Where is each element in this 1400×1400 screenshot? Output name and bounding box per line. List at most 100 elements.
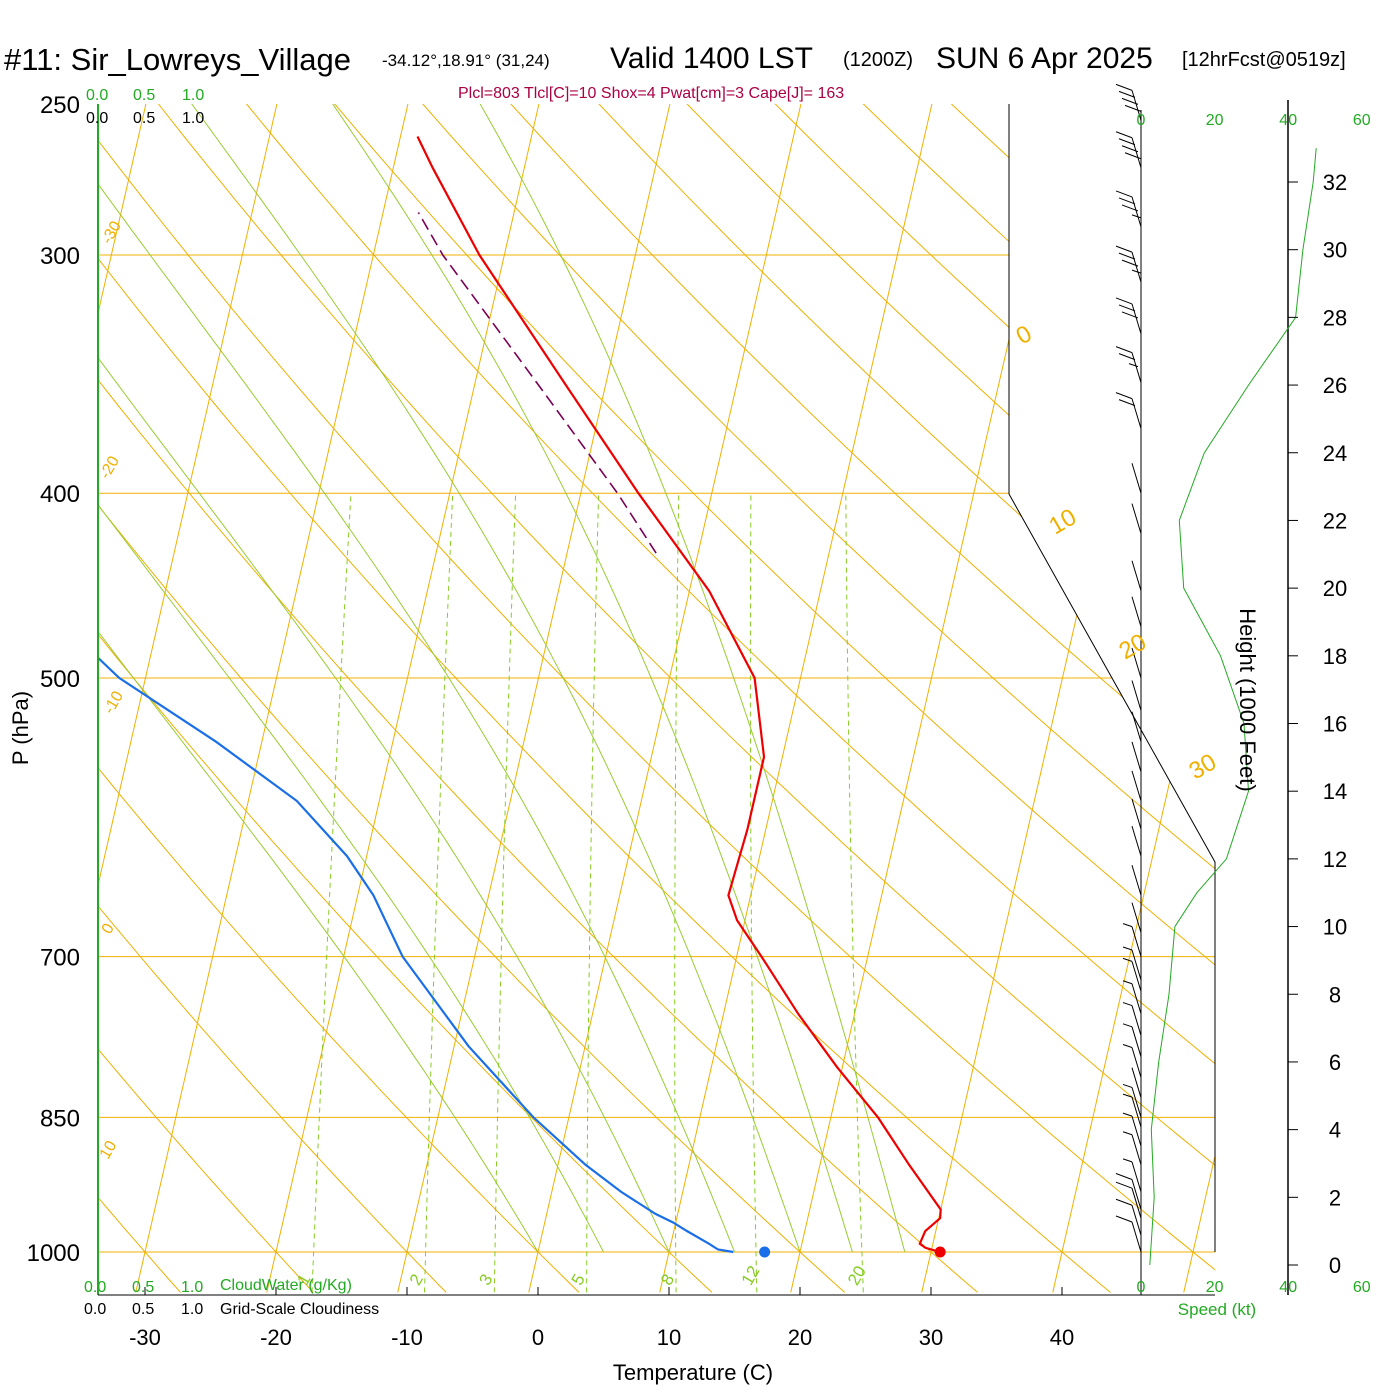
sounding-series	[98, 135, 946, 1258]
wind-barb-flag	[1118, 353, 1136, 361]
x-tick-label: 0	[532, 1325, 544, 1350]
wind-barb-staff	[1131, 398, 1142, 429]
wind-barb-flag	[1118, 90, 1136, 98]
dry-adiabat	[98, 104, 447, 1293]
moist-adiabat	[98, 104, 604, 1253]
axis-ticks: 1 2 3 5 8 12 20-30 -20 -10 0 10 20 30 401000850700500…	[27, 92, 1371, 1350]
isotherm-line	[0, 0, 57, 1292]
wind-barb-staff	[1131, 926, 1142, 957]
isotherm-line	[266, 104, 582, 1293]
wind-barb-flag	[1115, 131, 1133, 139]
isotherm-line	[790, 104, 1106, 1293]
speed-tick-label-top: 40	[1279, 112, 1297, 129]
mixing-ratio-line	[586, 493, 600, 1293]
moist-adiabat	[308, 104, 853, 1253]
height-tick-label: 12	[1323, 847, 1347, 872]
dry-adiabat	[98, 104, 314, 1293]
wind-barb-half	[1122, 1131, 1133, 1136]
cloudiness-scale-bottom: 0.0 0.5 1.0 Grid-Scale Cloudiness	[84, 1301, 379, 1318]
wind-barb-half	[1122, 1093, 1133, 1098]
height-tick-label: 24	[1323, 441, 1347, 466]
height-tick-label: 8	[1329, 982, 1341, 1007]
wind-barb-staff	[1131, 711, 1142, 742]
dewpoint-line	[98, 135, 734, 1254]
wind-barb-half	[1131, 214, 1142, 219]
wind-barb-staff	[1131, 1179, 1142, 1210]
surface-dewpoint-point	[759, 1246, 771, 1258]
x-axis-title: Temperature (C)	[613, 1360, 773, 1385]
mixing-ratio-line	[845, 493, 864, 1293]
wind-barb-half	[1122, 946, 1133, 951]
moist-adiabat	[98, 104, 670, 1253]
isotherm-label: -30	[99, 218, 125, 247]
wind-barb-half	[1128, 363, 1139, 368]
wind-barb-flag	[1115, 245, 1133, 253]
wind-barb-staff	[1131, 961, 1142, 992]
pressure-tick-label: 1000	[27, 1240, 80, 1267]
right-frame-line	[1008, 104, 1216, 1252]
wind-barb-staff	[1131, 137, 1142, 168]
wind-barb-flag	[1121, 145, 1139, 153]
moist-adiabat	[460, 104, 906, 1253]
scale-label: 1.0	[181, 1279, 203, 1296]
speed-tick-label-top: 60	[1353, 112, 1371, 129]
x-tick-label: 30	[919, 1325, 943, 1350]
x-tick-label: 10	[657, 1325, 681, 1350]
mixing-ratio-line	[674, 493, 680, 1293]
height-tick-label: 30	[1323, 238, 1347, 263]
scale-label: 1.0	[182, 110, 204, 127]
wind-barb-flag	[1124, 152, 1142, 160]
mixing-ratio-label: 8	[657, 1271, 678, 1289]
parcel-line	[417, 212, 657, 554]
wind-barb-flag	[1121, 97, 1139, 105]
isotherm-line	[1183, 104, 1215, 1293]
dry-adiabat	[828, 104, 1215, 1293]
dry-adiabat	[98, 104, 846, 1293]
wind-barb-staff	[1131, 1005, 1142, 1036]
wind-barb-staff	[1131, 251, 1142, 283]
wind-barb-staff	[1131, 196, 1142, 228]
mixing-ratio-label: 3	[475, 1271, 496, 1289]
wind-barb-staff	[1131, 1205, 1142, 1236]
moist-adiabat	[166, 104, 801, 1253]
mixing-ratio-label: 2	[406, 1271, 427, 1289]
isotherm-line	[528, 104, 844, 1293]
height-axis-title: Height (1000 Feet)	[1235, 608, 1260, 791]
wind-barb-half	[1122, 923, 1133, 928]
wind-barb-staff	[1131, 1047, 1142, 1078]
mixing-ratio-line	[749, 493, 758, 1293]
isotherm-line	[135, 104, 451, 1293]
dry-adiabat	[98, 104, 580, 1293]
wind-barb-staff	[1131, 983, 1142, 1014]
moist-adiabat	[98, 104, 735, 1253]
wind-barb-staff	[1131, 680, 1142, 711]
scale-label: 1.0	[182, 87, 204, 104]
mixing-ratio-label: 12	[738, 1263, 764, 1289]
scale-label: 0.5	[133, 87, 155, 104]
height-tick-label: 4	[1329, 1118, 1341, 1143]
mixing-ratio-label: 20	[844, 1263, 870, 1289]
isotherm-label: -20	[97, 453, 123, 482]
wind-barbs	[1115, 83, 1142, 1253]
height-tick-label: 22	[1323, 508, 1347, 533]
wind-barb-staff	[1131, 352, 1142, 383]
wind-barb-flag	[1115, 190, 1133, 198]
dry-adiabat	[305, 104, 1215, 1293]
y-axis-title: P (hPa)	[8, 691, 33, 765]
scale-label: 0.5	[132, 1279, 154, 1296]
x-tick-label: -20	[260, 1325, 292, 1350]
x-tick-label: 40	[1050, 1325, 1074, 1350]
dry-adiabat	[98, 104, 1111, 1293]
wind-barb-staff	[1131, 1096, 1142, 1128]
wind-barb-staff	[1131, 949, 1142, 981]
dry-adiabat	[567, 104, 1215, 1293]
station-coords: -34.12°,18.91° (31,24)	[382, 51, 550, 70]
wind-barb-flag	[1124, 104, 1142, 112]
dry-adiabat	[131, 104, 1215, 1293]
wind-barb-staff	[1131, 865, 1142, 896]
wind-barb-flag	[1115, 83, 1133, 91]
moist-adiabat	[98, 104, 539, 1253]
speed-tick-label-bottom: 40	[1279, 1279, 1297, 1296]
wind-barb-flag	[1118, 197, 1136, 205]
dry-adiabat	[98, 104, 713, 1293]
